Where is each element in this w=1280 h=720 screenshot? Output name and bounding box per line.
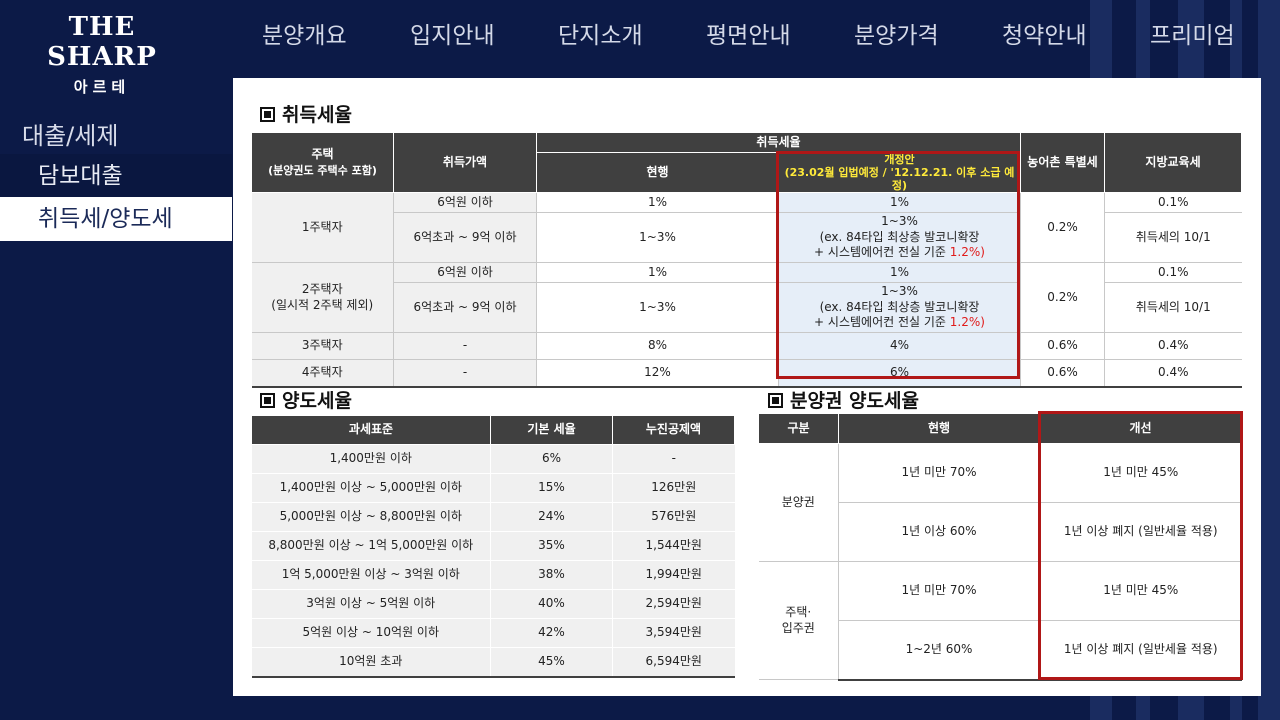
presale-tax-section-title: 분양권 양도세율 [768, 386, 919, 413]
rural-cell: 0.6% [1020, 359, 1106, 388]
table-row: 5억원 이상 ~ 10억원 이하 42% 3,594만원 [251, 618, 735, 648]
nav-item-location[interactable]: 입지안내 [410, 23, 495, 49]
table-row: 1년 이상 60% 1년 이상 폐지 (일반세율 적용) [759, 502, 1242, 562]
header-deduction: 누진공제액 [612, 415, 735, 445]
current-cell: 1% [536, 192, 779, 213]
current-cell: 12% [536, 359, 779, 388]
reform-cell: 1% [778, 262, 1022, 283]
current-cell: 1~3% [536, 212, 779, 263]
header-current: 현행 [838, 413, 1040, 444]
sidebar-title: 대출/세제 [22, 122, 119, 150]
rural-cell: 0.6% [1020, 332, 1106, 360]
table-row: 6억초과 ~ 9억 이하 1~3% 1~3% (ex. 84타입 최상층 발코니확… [252, 282, 1242, 333]
edu-cell: 취득세의 10/1 [1104, 282, 1242, 333]
header-current: 현행 [536, 152, 779, 193]
logo-subtitle: 아르테 [73, 78, 131, 96]
rural-cell: 0.2% [1020, 192, 1106, 263]
group-label: 2주택자 (일시적 2주택 제외) [251, 262, 394, 333]
header-rate: 취득세율 [535, 132, 1022, 153]
sidebar-item-mortgage[interactable]: 담보대출 [0, 154, 232, 198]
price-cell: 6억원 이하 [393, 262, 537, 283]
table-row: 1주택자 6억원 이하 1% 1% 0.2% 0.1% [251, 192, 1242, 263]
header-category: 구분 [758, 413, 839, 444]
acq-tax-title-text: 취득세율 [282, 104, 352, 126]
table-row: 2주택자 (일시적 2주택 제외) 6억원 이하 1% 1% 0.2% 0.1% [251, 262, 1242, 333]
edu-cell: 취득세의 10/1 [1104, 212, 1242, 263]
brand-logo[interactable]: THE SHARP 아르테 [22, 12, 182, 97]
nav-item-floorplan[interactable]: 평면안내 [706, 23, 791, 49]
table-row: 주택· 입주권 1년 미만 70% 1년 미만 45% [758, 561, 1242, 680]
table-row: 4주택자 - 12% 6% 0.6% 0.4% [251, 359, 1242, 388]
reform-cell: 4% [778, 332, 1022, 360]
sidebar-item-tax[interactable]: 취득세/양도세 [0, 197, 232, 241]
square-bullet-icon [260, 107, 275, 122]
group-label: 3주택자 [251, 332, 394, 360]
header-house: 주택 (분양권도 주택수 포함) [251, 132, 394, 193]
current-cell: 1% [536, 262, 779, 283]
table-row: 3주택자 - 8% 4% 0.6% 0.4% [251, 332, 1242, 360]
table-row: 1억 5,000만원 이상 ~ 3억원 이하 38% 1,994만원 [251, 560, 735, 590]
reform-cell: 1~3% (ex. 84타입 최상층 발코니확장 + 시스템에어컨 전실 기준 1.… [778, 282, 1022, 333]
header-price: 취득가액 [393, 132, 537, 193]
edu-cell: 0.4% [1104, 332, 1242, 360]
transfer-tax-title-text: 양도세율 [282, 390, 352, 412]
price-cell: 6억원 이하 [393, 192, 537, 213]
header-improved: 개선 [1039, 413, 1242, 444]
group-label: 주택· 입주권 [758, 561, 839, 680]
presale-tax-table: 구분 현행 개선 분양권 1년 미만 70% 1년 미만 45% 1년 이상 6… [758, 413, 1242, 681]
nav-item-complex[interactable]: 단지소개 [558, 23, 643, 49]
edu-cell: 0.4% [1104, 359, 1242, 388]
logo-title: THE SHARP [47, 12, 157, 72]
header-tax-base: 과세표준 [251, 415, 491, 445]
presale-tax-title-text: 분양권 양도세율 [790, 390, 919, 412]
price-cell: 6억초과 ~ 9억 이하 [393, 282, 537, 333]
group-label: 1주택자 [251, 192, 394, 263]
main-content: 취득세율 주택 (분양권도 주택수 포함) 취득가액 취득세율 농어촌 특별세 지… [233, 78, 1261, 696]
acq-tax-table: 주택 (분양권도 주택수 포함) 취득가액 취득세율 농어촌 특별세 지방교육세 … [251, 132, 1243, 388]
header-reform: 개정안 (23.02월 입법예정 / '12.12.21. 이후 소급 예정) [777, 152, 1022, 193]
table-row: 1~2년 60% 1년 이상 폐지 (일반세율 적용) [759, 620, 1242, 681]
reform-cell: 6% [778, 359, 1022, 388]
current-cell: 1~3% [536, 282, 779, 333]
price-cell: - [393, 359, 537, 388]
transfer-tax-section-title: 양도세율 [260, 386, 352, 413]
nav-item-subscription[interactable]: 청약안내 [1002, 23, 1087, 49]
table-row: 6억초과 ~ 9억 이하 1~3% 1~3% (ex. 84타입 최상층 발코니확… [252, 212, 1242, 263]
reform-cell: 1~3% (ex. 84타입 최상층 발코니확장 + 시스템에어컨 전실 기준 1.… [778, 212, 1022, 263]
table-row: 3억원 이상 ~ 5억원 이하 40% 2,594만원 [251, 589, 735, 619]
group-label: 분양권 [758, 443, 839, 562]
table-row: 분양권 1년 미만 70% 1년 미만 45% [758, 443, 1242, 562]
nav-item-price[interactable]: 분양가격 [854, 23, 939, 49]
table-row: 1,400만원 이상 ~ 5,000만원 이하 15% 126만원 [251, 473, 735, 503]
group-label: 4주택자 [251, 359, 394, 388]
table-row: 10억원 초과 45% 6,594만원 [251, 647, 735, 678]
square-bullet-icon [768, 393, 783, 408]
header-rural: 농어촌 특별세 [1020, 132, 1106, 193]
reform-cell: 1% [778, 192, 1022, 213]
acq-tax-section-title: 취득세율 [260, 100, 352, 127]
rural-cell: 0.2% [1020, 262, 1106, 333]
nav-item-premium[interactable]: 프리미엄 [1150, 23, 1235, 49]
table-row: 5,000만원 이상 ~ 8,800만원 이하 24% 576만원 [251, 502, 735, 532]
nav-item-overview[interactable]: 분양개요 [262, 23, 347, 49]
square-bullet-icon [260, 393, 275, 408]
table-row: 1,400만원 이하 6% - [251, 444, 735, 474]
edu-cell: 0.1% [1104, 262, 1242, 283]
current-cell: 8% [536, 332, 779, 360]
price-cell: 6억초과 ~ 9억 이하 [393, 212, 537, 263]
edu-cell: 0.1% [1104, 192, 1242, 213]
header-edu: 지방교육세 [1104, 132, 1243, 193]
table-row: 8,800만원 이상 ~ 1억 5,000만원 이하 35% 1,544만원 [251, 531, 735, 561]
transfer-tax-table: 과세표준 기본 세율 누진공제액 1,400만원 이하 6% - 1,400만원 이… [251, 415, 735, 678]
header-basic-rate: 기본 세율 [490, 415, 613, 445]
price-cell: - [393, 332, 537, 360]
